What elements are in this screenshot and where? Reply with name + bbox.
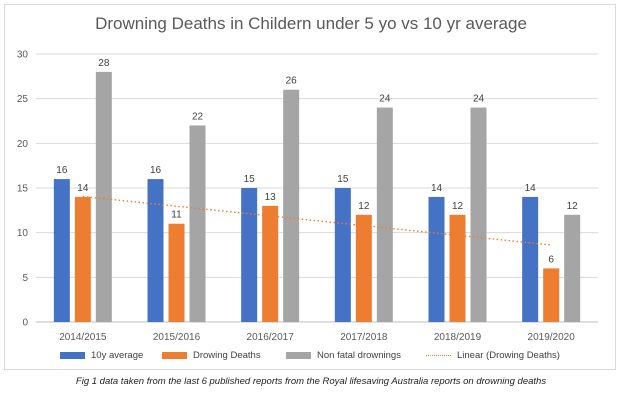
x-tick-label: 2014/2015 — [59, 332, 107, 343]
data-label: 12 — [358, 201, 370, 212]
bar — [564, 214, 581, 322]
legend-label-10y-average: 10y average — [91, 350, 144, 361]
bar — [470, 107, 487, 322]
bar — [428, 196, 445, 322]
x-tick-label: 2018/2019 — [434, 332, 482, 343]
bar — [189, 125, 206, 322]
x-tick-label: 2019/2020 — [528, 332, 576, 343]
x-tick-label: 2015/2016 — [153, 332, 201, 343]
legend-label-linear-trend: Linear (Drowing Deaths) — [457, 350, 560, 361]
data-label: 14 — [77, 183, 89, 194]
legend-swatch-10y-average — [60, 352, 85, 359]
data-label: 14 — [431, 183, 443, 194]
bar — [95, 71, 112, 322]
data-label: 12 — [452, 201, 464, 212]
legend-swatch-non-fatal-drownings — [286, 352, 311, 359]
data-label: 16 — [56, 165, 68, 176]
data-label: 14 — [525, 183, 537, 194]
trendline — [82, 195, 552, 246]
bar — [449, 214, 466, 322]
data-label: 15 — [244, 174, 256, 185]
data-label: 26 — [286, 76, 298, 87]
bar — [543, 268, 560, 322]
bar — [355, 214, 372, 322]
chart-legend: 10y average Drowing Deaths Non fatal dro… — [0, 350, 622, 364]
bar — [168, 223, 185, 322]
data-label: 6 — [548, 254, 554, 265]
bar — [241, 188, 258, 322]
data-label: 16 — [150, 165, 162, 176]
bar — [522, 196, 539, 322]
x-tick-label: 2016/2017 — [247, 332, 295, 343]
y-tick-label: 25 — [17, 94, 29, 105]
figure-caption: Fig 1 data taken from the last 6 publish… — [75, 376, 547, 387]
bar — [376, 107, 393, 322]
legend-item-linear-trend: Linear (Drowing Deaths) — [426, 350, 560, 361]
data-label: 15 — [337, 174, 349, 185]
y-tick-label: 15 — [17, 184, 29, 195]
y-tick-label: 5 — [22, 273, 28, 284]
y-tick-label: 10 — [17, 228, 29, 239]
bar — [147, 179, 164, 322]
data-label: 12 — [567, 201, 579, 212]
bar — [262, 205, 279, 322]
data-label: 28 — [98, 58, 110, 69]
legend-label-non-fatal-drownings: Non fatal drownings — [317, 350, 401, 361]
legend-item-drowing-deaths: Drowing Deaths — [162, 350, 261, 361]
y-tick-label: 30 — [17, 50, 29, 61]
y-tick-label: 0 — [22, 318, 28, 329]
bar — [74, 196, 91, 322]
data-label: 22 — [192, 111, 204, 122]
data-label: 13 — [265, 192, 277, 203]
legend-swatch-drowing-deaths — [162, 352, 187, 359]
chart-title: Drowning Deaths in Childern under 5 yo v… — [95, 14, 527, 33]
y-tick-label: 20 — [17, 139, 29, 150]
bar — [334, 188, 351, 322]
data-label: 24 — [379, 94, 391, 105]
legend-item-10y-average: 10y average — [60, 350, 143, 361]
legend-label-drowing-deaths: Drowing Deaths — [193, 350, 261, 361]
x-tick-label: 2017/2018 — [340, 332, 388, 343]
data-label: 11 — [171, 210, 182, 221]
bar — [283, 89, 300, 322]
legend-item-non-fatal-drownings: Non fatal drownings — [286, 350, 401, 361]
bar — [53, 179, 70, 322]
legend-swatch-linear-trend — [426, 355, 451, 356]
data-label: 24 — [473, 94, 485, 105]
